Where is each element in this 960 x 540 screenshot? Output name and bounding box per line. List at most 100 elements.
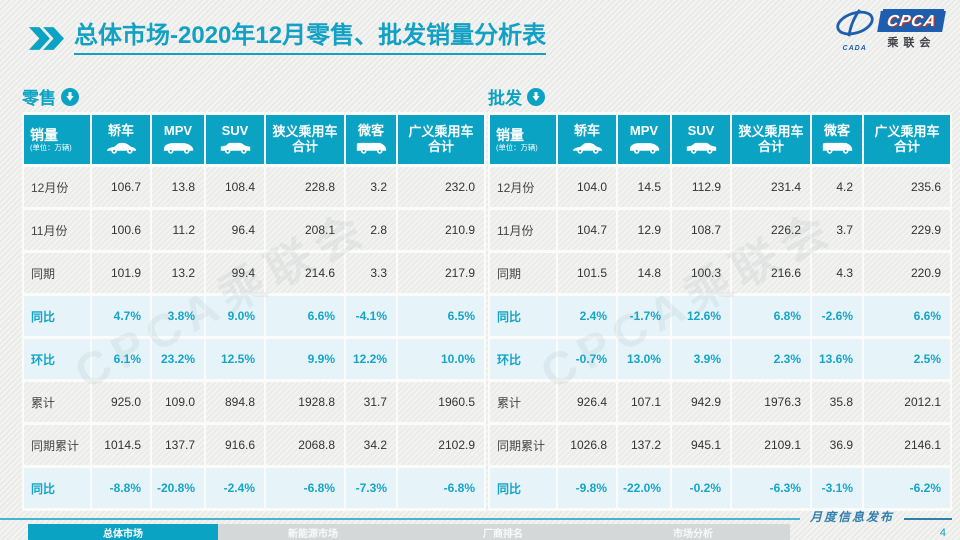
cell-value: 23.2%	[152, 339, 204, 379]
cell-value: -0.2%	[672, 468, 730, 508]
cell-value: 36.9	[812, 425, 862, 465]
table-row: 同期累计 1014.5 137.7 916.6 2068.8 34.2 2102.9	[24, 425, 484, 465]
cell-value: 6.8%	[732, 296, 810, 336]
retail-table: 销量 (单位：万辆) 轿车 MPV SUV 狭义乘用车 合计 微客 广义乘用车 合计 12月份 106…	[22, 112, 486, 511]
wholesale-section-head: 批发	[488, 84, 938, 109]
row-label: 同期	[24, 253, 90, 293]
cell-value: 109.0	[152, 382, 204, 422]
cell-value: 107.1	[618, 382, 670, 422]
header-cell: MPV	[618, 115, 670, 164]
cell-value: 3.7	[812, 210, 862, 250]
row-label: 累计	[24, 382, 90, 422]
row-label: 同比	[490, 468, 556, 508]
cell-value: 2146.1	[864, 425, 950, 465]
header-cell: 狭义乘用车 合计	[266, 115, 344, 164]
header-cell: 广义乘用车 合计	[398, 115, 484, 164]
header-col-label: MPV	[629, 123, 659, 139]
header-col-label: SUV	[687, 123, 715, 139]
header-cell: MPV	[152, 115, 204, 164]
cell-value: 9.0%	[206, 296, 264, 336]
cell-value: 34.2	[346, 425, 396, 465]
table-row: 环比 6.1% 23.2% 12.5% 9.9% 12.2% 10.0%	[24, 339, 484, 379]
cell-value: 2.4%	[558, 296, 616, 336]
table-row: 同期 101.9 13.2 99.4 214.6 3.3 217.9	[24, 253, 484, 293]
cell-value: 6.6%	[864, 296, 950, 336]
title-row: 总体市场-2020年12月零售、批发销量分析表	[28, 22, 547, 56]
page-number: 4	[939, 527, 946, 539]
mpv-icon	[619, 140, 669, 155]
row-label: 同期	[490, 253, 556, 293]
cell-value: 35.8	[812, 382, 862, 422]
footer-rule-short	[904, 517, 952, 520]
publish-row: 月度信息发布	[0, 510, 952, 525]
table-header-row: 销量 (单位：万辆) 轿车 MPV SUV 狭义乘用车 合计 微客 广义乘用车 合计	[490, 115, 950, 164]
download-arrow-icon	[527, 87, 545, 106]
header-col-label: MPV	[163, 123, 193, 139]
header-col-label: 狭义乘用车	[272, 123, 338, 139]
cell-value: 1960.5	[398, 382, 484, 422]
header-cell: SUV	[672, 115, 730, 164]
download-arrow-icon	[61, 87, 79, 106]
row-label: 同比	[24, 296, 90, 336]
footer-tab-2[interactable]: 新能源市场	[288, 528, 338, 540]
cell-value: 31.7	[346, 382, 396, 422]
cell-value: -6.2%	[864, 468, 950, 508]
logo-chinese: 乘联会	[887, 36, 936, 49]
row-label: 12月份	[490, 167, 556, 207]
table-row: 12月份 104.0 14.5 112.9 231.4 4.2 235.6	[490, 167, 950, 207]
table-row: 同比 4.7% 3.8% 9.0% 6.6% -4.1% 6.5%	[24, 296, 484, 336]
mpv-icon	[153, 140, 203, 155]
cpca-logo: CADA CPCA 乘联会	[834, 8, 946, 52]
cell-value: 2102.9	[398, 425, 484, 465]
header-col-label: 狭义乘用车	[738, 123, 804, 139]
logo-oval-icon	[834, 8, 876, 45]
table-row: 同比 -8.8% -20.8% -2.4% -6.8% -7.3% -6.8%	[24, 468, 484, 508]
table-row: 累计 926.4 107.1 942.9 1976.3 35.8 2012.1	[490, 382, 950, 422]
cell-value: 3.2	[346, 167, 396, 207]
cell-value: 2012.1	[864, 382, 950, 422]
table-row: 11月份 100.6 11.2 96.4 208.1 2.8 210.9	[24, 210, 484, 250]
cell-value: 916.6	[206, 425, 264, 465]
cell-value: 1928.8	[266, 382, 344, 422]
header-sales-unit: (单位：万辆)	[30, 143, 72, 152]
cell-value: 10.0%	[398, 339, 484, 379]
row-label: 同比	[24, 468, 90, 508]
header-cell-sales: 销量 (单位：万辆)	[490, 115, 556, 164]
wholesale-table: 销量 (单位：万辆) 轿车 MPV SUV 狭义乘用车 合计 微客 广义乘用车 合计 12月份 104…	[488, 112, 952, 511]
header-col-label: 广义乘用车	[874, 123, 940, 139]
cell-value: 2.3%	[732, 339, 810, 379]
cell-value: 14.8	[618, 253, 670, 293]
cell-value: 13.6%	[812, 339, 862, 379]
cell-value: 220.9	[864, 253, 950, 293]
footer-tab-1[interactable]: 总体市场	[28, 524, 218, 540]
cell-value: 108.7	[672, 210, 730, 250]
cell-value: 12.2%	[346, 339, 396, 379]
cell-value: 104.7	[558, 210, 616, 250]
cell-value: -22.0%	[618, 468, 670, 508]
cell-value: 96.4	[206, 210, 264, 250]
row-label: 同比	[490, 296, 556, 336]
cell-value: 137.7	[152, 425, 204, 465]
header-col-label2: 合计	[427, 138, 454, 154]
publish-label: 月度信息发布	[809, 510, 894, 524]
header-cell: SUV	[206, 115, 264, 164]
cell-value: 228.8	[266, 167, 344, 207]
table-row: 同比 -9.8% -22.0% -0.2% -6.3% -3.1% -6.2%	[490, 468, 950, 508]
cell-value: -9.8%	[558, 468, 616, 508]
suv-icon	[207, 140, 263, 155]
header-sales-title: 销量	[30, 126, 58, 143]
page-title: 总体市场-2020年12月零售、批发销量分析表	[74, 22, 547, 55]
cell-value: 2.5%	[864, 339, 950, 379]
cell-value: 6.5%	[398, 296, 484, 336]
cell-value: -6.8%	[398, 468, 484, 508]
table-row: 12月份 106.7 13.8 108.4 228.8 3.2 232.0	[24, 167, 484, 207]
header-sales-unit: (单位：万辆)	[496, 143, 538, 152]
sedan-icon	[559, 140, 615, 155]
cell-value: 100.6	[92, 210, 150, 250]
footer-tab-4[interactable]: 市场分析	[673, 528, 713, 540]
cell-value: 13.0%	[618, 339, 670, 379]
footer-tab-3[interactable]: 厂商排名	[483, 528, 523, 540]
